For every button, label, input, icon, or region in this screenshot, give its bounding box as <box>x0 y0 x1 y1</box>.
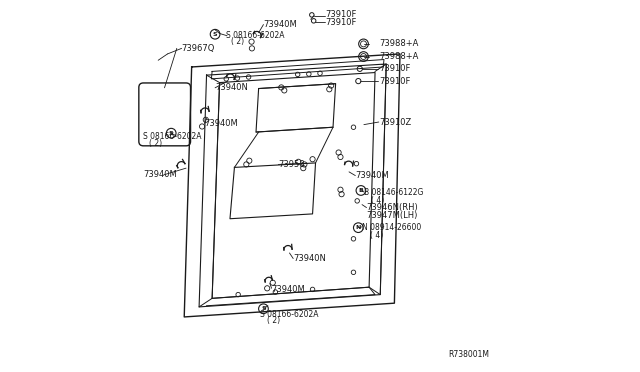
Text: 73946N(RH): 73946N(RH) <box>367 203 419 212</box>
Text: 73910F: 73910F <box>380 77 411 86</box>
Text: S 08166-6202A: S 08166-6202A <box>143 132 202 141</box>
Text: ( 4): ( 4) <box>371 196 385 205</box>
Text: S 08166-6202A: S 08166-6202A <box>227 31 285 40</box>
Text: 73988+A: 73988+A <box>380 39 419 48</box>
Text: B 08146-6122G: B 08146-6122G <box>364 188 423 197</box>
Text: 73940M: 73940M <box>271 285 305 294</box>
Text: N 08914-26600: N 08914-26600 <box>362 223 421 232</box>
Text: R738001M: R738001M <box>449 350 490 359</box>
Text: 73940M: 73940M <box>143 170 177 179</box>
Text: 73940N: 73940N <box>215 83 248 92</box>
Text: 73940M: 73940M <box>264 20 297 29</box>
Text: 73910F: 73910F <box>380 64 411 73</box>
Text: 73940M: 73940M <box>205 119 239 128</box>
Text: 73910Z: 73910Z <box>380 118 412 126</box>
Text: S: S <box>169 131 173 136</box>
Text: ( 2): ( 2) <box>267 316 280 325</box>
Text: S 08166-6202A: S 08166-6202A <box>260 310 319 319</box>
Text: 73958: 73958 <box>278 160 305 169</box>
Text: 73967Q: 73967Q <box>182 44 215 53</box>
Text: B: B <box>358 188 364 193</box>
Text: 73910F: 73910F <box>325 10 356 19</box>
Text: 73940N: 73940N <box>293 254 326 263</box>
Text: S: S <box>261 306 266 311</box>
Text: ( 4): ( 4) <box>370 231 383 240</box>
Text: ( 2): ( 2) <box>149 139 162 148</box>
Text: 73947M(LH): 73947M(LH) <box>367 211 418 219</box>
Text: 73988+A: 73988+A <box>380 52 419 61</box>
Text: 73940M: 73940M <box>355 171 389 180</box>
Text: 73910F: 73910F <box>325 18 356 27</box>
Text: N: N <box>356 225 361 230</box>
Text: S: S <box>212 32 218 37</box>
Text: ( 2): ( 2) <box>232 37 244 46</box>
